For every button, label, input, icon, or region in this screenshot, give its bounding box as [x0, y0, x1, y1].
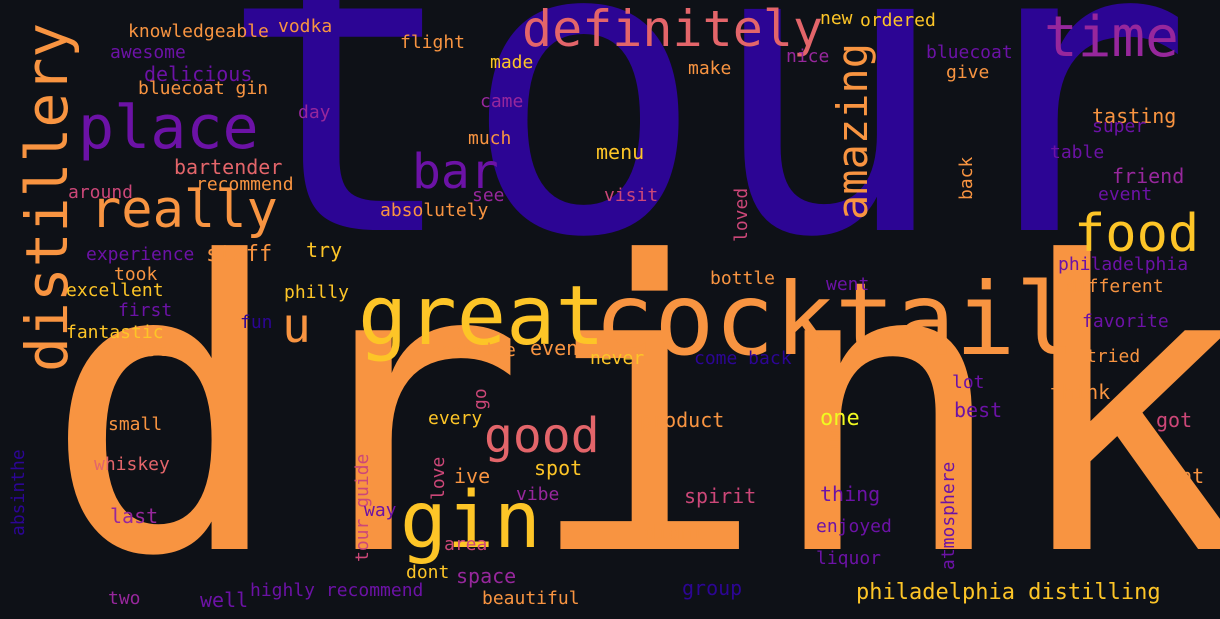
word-delicious: delicious: [144, 62, 253, 86]
word-event: event: [1098, 184, 1153, 205]
word-product: product: [640, 408, 725, 432]
word-went: went: [826, 274, 870, 295]
word-fun: fun: [240, 312, 273, 333]
word-fantastic: fantastic: [66, 322, 164, 343]
word-two: two: [108, 588, 141, 609]
word-drink: drink: [44, 179, 1220, 619]
word-every: every: [428, 408, 483, 429]
word-tried: tried: [1086, 346, 1141, 367]
word-ordered: ordered: [860, 10, 936, 31]
word-amazing: amazing: [828, 42, 877, 220]
word-dont: dont: [406, 562, 450, 583]
word-favorite: favorite: [1082, 311, 1169, 332]
word-vibe: vibe: [516, 484, 560, 505]
word-awesome: awesome: [110, 42, 186, 63]
word-bluecoat-gin: bluecoat gin: [138, 78, 269, 99]
word-thing: thing: [820, 482, 881, 506]
word-even: even: [530, 336, 579, 360]
word-visit: visit: [604, 185, 659, 206]
word-space: space: [456, 564, 517, 588]
word-small: small: [108, 414, 163, 435]
word-definitely: definitely: [522, 0, 824, 58]
word-lot: lot: [952, 372, 985, 393]
word-taste: taste: [124, 340, 179, 361]
word-tasting: tasting: [1092, 104, 1177, 128]
word-flight: flight: [400, 32, 466, 53]
word-great: great: [358, 269, 605, 364]
word-group: group: [682, 576, 743, 600]
word-cocktail: cocktail: [594, 261, 1076, 378]
word-gin: gin: [400, 476, 541, 566]
word-made: made: [490, 52, 534, 73]
word-go: go: [470, 388, 491, 410]
word-back: back: [956, 156, 977, 200]
word-friend: friend: [1112, 164, 1185, 188]
word-absolutely: absolutely: [380, 200, 489, 221]
word-staff: staff: [206, 242, 273, 267]
word-absinthe: absinthe: [8, 449, 29, 536]
word-spot: spot: [534, 456, 583, 480]
word-im: im: [824, 430, 845, 452]
word-food: food: [1074, 204, 1200, 264]
word-atmosphere: atmosphere: [938, 461, 959, 570]
word-whiskey: whiskey: [94, 454, 170, 475]
word-u: u: [282, 298, 311, 354]
word-one: one: [820, 406, 860, 431]
word-bluecoat: bluecoat: [926, 42, 1013, 63]
word-service: service: [440, 340, 516, 361]
word-beautiful: beautiful: [482, 588, 580, 609]
word-spirit: spirit: [684, 484, 757, 508]
word-good: good: [484, 408, 600, 464]
word-got: got: [1156, 408, 1193, 432]
word-nice: nice: [786, 46, 830, 67]
word-took: took: [114, 264, 158, 285]
word-first: first: [118, 300, 173, 321]
word-liquor: liquor: [816, 548, 882, 569]
word-came: came: [480, 91, 524, 112]
word-make: make: [688, 58, 732, 79]
word-menu: menu: [596, 140, 645, 164]
word-bartender: bartender: [174, 155, 283, 179]
word-place: place: [78, 93, 259, 163]
word-tour: tour: [218, 0, 1194, 326]
word-bar: bar: [412, 144, 499, 200]
word-give: give: [946, 62, 990, 83]
word-excellent: excellent: [66, 280, 164, 301]
word-think: think: [1050, 380, 1111, 404]
word-philly: philly: [284, 282, 350, 303]
word-philadelphia-distilling: philadelphia distilling: [856, 580, 1161, 605]
word-table: table: [1050, 142, 1105, 163]
word-best: best: [954, 398, 1003, 422]
word-loved: loved: [731, 187, 752, 242]
word-never: never: [590, 348, 645, 369]
word-much: much: [468, 128, 512, 149]
word-different: different: [1066, 276, 1164, 297]
word-last: last: [110, 504, 159, 528]
word-love: love: [428, 456, 449, 500]
word-area: area: [444, 534, 488, 555]
word-knowledgeable: knowledgeable: [128, 21, 269, 42]
word-philadelphia: philadelphia: [1058, 254, 1189, 275]
word-new: new: [820, 8, 853, 29]
word-well: well: [200, 588, 249, 612]
word-time: time: [1044, 5, 1179, 70]
word-experience: experience: [86, 244, 195, 265]
word-come-back: come back: [694, 348, 792, 369]
word-enjoyed: enjoyed: [816, 516, 892, 537]
word-around: around: [68, 182, 134, 203]
word-way: way: [364, 500, 397, 521]
word-recommend: recommend: [196, 174, 294, 195]
word-see: see: [472, 185, 505, 206]
word-vodka: vodka: [278, 16, 333, 37]
word-didnt: didnt: [644, 520, 705, 544]
word-bottle: bottle: [710, 268, 776, 289]
word-super: super: [1092, 116, 1147, 137]
word-try: try: [306, 238, 343, 262]
word-ive: ive: [454, 464, 491, 488]
word-highly-recommend: highly recommend: [250, 580, 424, 601]
word-want: want: [1156, 464, 1205, 488]
word-really: really: [90, 180, 278, 240]
word-day: day: [298, 102, 331, 123]
